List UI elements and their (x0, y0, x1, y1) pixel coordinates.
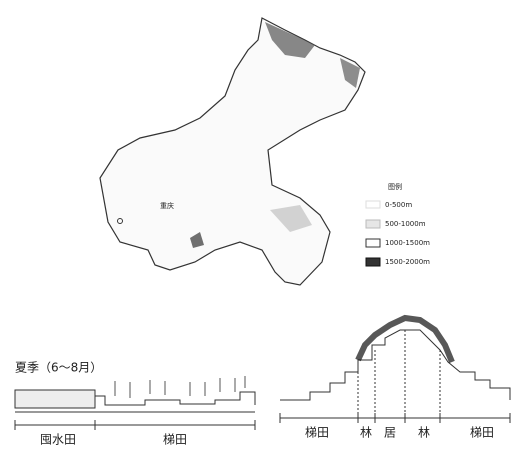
zone-label: 囤水田 (40, 433, 76, 447)
map-label: 重庆 (160, 201, 174, 210)
divider-lines (357, 330, 441, 415)
legend-swatch (365, 219, 381, 229)
zone-label: 林 (360, 426, 372, 440)
legend-swatch (365, 257, 381, 267)
high-area (340, 58, 360, 88)
zone-label: 梯田 (305, 426, 329, 440)
left-profile: 夏季（6～8月） 囤水田 梯田 (14, 361, 256, 447)
legend-label: 0-500m (385, 201, 412, 209)
legend-label: 1500-2000m (385, 258, 430, 266)
map: 重庆 (99, 17, 366, 286)
zone-arrows (279, 413, 511, 423)
zone-label: 梯田 (163, 433, 187, 447)
crops (114, 376, 246, 398)
high-area (190, 232, 204, 248)
zone-label: 居 (384, 426, 396, 440)
legend-label: 500-1000m (385, 220, 426, 228)
legend-label: 1000-1500m (385, 239, 430, 247)
terrace-line (280, 329, 511, 401)
high-area (265, 22, 315, 58)
city-marker (117, 218, 123, 224)
flooded-field (14, 389, 96, 409)
zone-arrows (14, 420, 256, 430)
legend: 图例 0-500m 500-1000m 1000-1500m 1500-2000… (365, 182, 430, 267)
legend-swatch (365, 200, 381, 209)
zone-label: 梯田 (470, 426, 494, 440)
zone-label: 林 (418, 426, 430, 440)
mid-area (270, 205, 312, 232)
legend-swatch (365, 238, 381, 248)
legend-title: 图例 (388, 182, 402, 191)
forest (355, 314, 455, 364)
right-profile: 梯田 林 居 林 梯田 (279, 314, 511, 440)
season-label: 夏季（6～8月） (15, 361, 102, 375)
terrace-line (94, 391, 256, 408)
region-outline (99, 17, 366, 286)
